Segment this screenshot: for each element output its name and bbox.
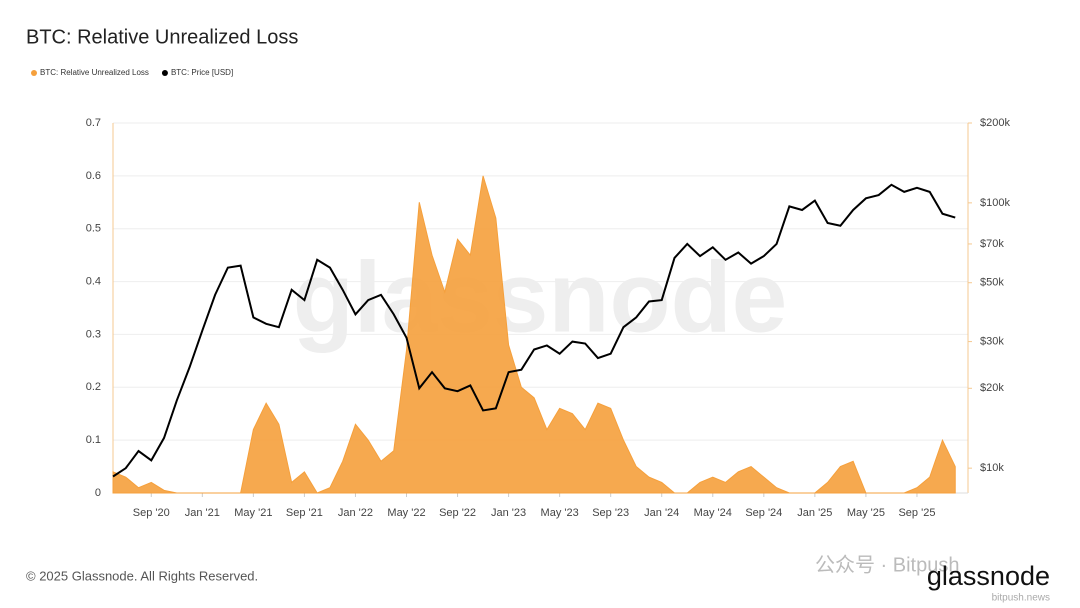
y-tick-label: 0: [95, 487, 101, 499]
x-tick-label: Jan '23: [491, 507, 526, 519]
x-tick-label: May '24: [694, 507, 732, 519]
y-tick-label: 0.1: [86, 434, 101, 446]
y-tick-label: 0.7: [86, 117, 101, 129]
y2-tick-label: $200k: [980, 117, 1010, 129]
x-tick-label: Sep '25: [898, 507, 935, 519]
site-watermark: bitpush.news: [992, 593, 1050, 604]
y-tick-label: 0.2: [86, 381, 101, 393]
x-tick-label: May '21: [234, 507, 272, 519]
y2-tick-label: $20k: [980, 382, 1004, 394]
watermark: glassnode: [293, 241, 788, 353]
legend-marker: [31, 70, 37, 76]
chart-title: BTC: Relative Unrealized Loss: [26, 26, 298, 48]
x-tick-label: Jan '24: [644, 507, 679, 519]
x-tick-label: Jan '22: [338, 507, 373, 519]
y2-tick-label: $10k: [980, 462, 1004, 474]
loss-area: [112, 175, 956, 494]
x-tick-label: Jan '21: [185, 507, 220, 519]
y-tick-label: 0.6: [86, 170, 101, 182]
x-tick-label: Sep '20: [133, 507, 170, 519]
x-tick-label: May '22: [387, 507, 425, 519]
wechat-watermark: 公众号 · Bitpush: [815, 553, 959, 576]
y-tick-label: 0.5: [86, 223, 101, 235]
x-tick-label: Sep '22: [439, 507, 476, 519]
legend-label: BTC: Relative Unrealized Loss: [40, 68, 149, 77]
logo: glassnode: [927, 561, 1050, 591]
x-tick-label: Sep '21: [286, 507, 323, 519]
legend-marker: [161, 70, 168, 76]
y2-tick-label: $30k: [980, 335, 1004, 347]
y2-tick-label: $70k: [980, 238, 1004, 250]
x-tick-label: May '25: [847, 507, 885, 519]
y2-tick-label: $100k: [980, 197, 1010, 209]
x-tick-label: May '23: [541, 507, 579, 519]
y-tick-label: 0.4: [86, 275, 101, 287]
y-tick-label: 0.3: [86, 328, 101, 340]
y2-tick-label: $50k: [980, 277, 1004, 289]
legend: BTC: Relative Unrealized Loss BTC: Price …: [31, 68, 233, 77]
price-line: [112, 183, 956, 478]
x-tick-label: Jan '25: [797, 507, 832, 519]
copyright: © 2025 Glassnode. All Rights Reserved.: [26, 568, 258, 583]
x-tick-label: Sep '23: [592, 507, 629, 519]
legend-label: BTC: Price [USD]: [171, 68, 233, 77]
x-tick-label: Sep '24: [745, 507, 782, 519]
